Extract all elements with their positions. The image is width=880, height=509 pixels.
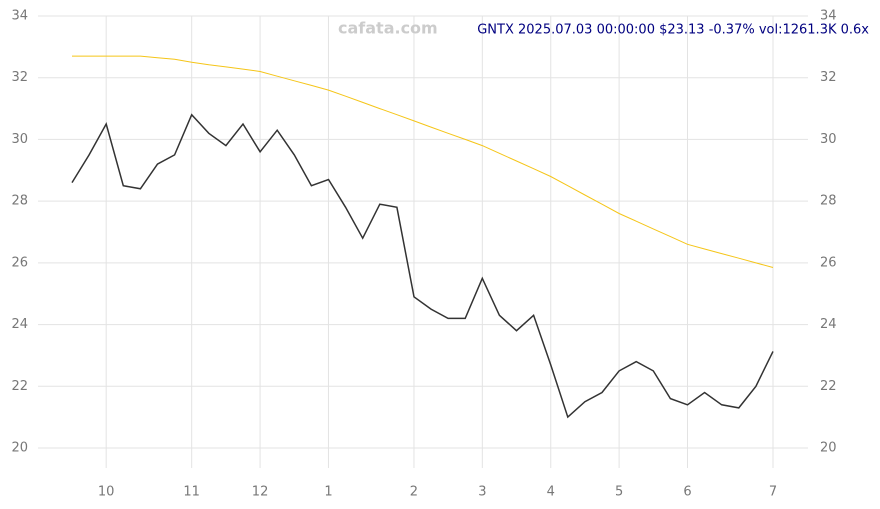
y-tick-label: 24 — [11, 317, 28, 332]
y-tick-label: 26 — [11, 255, 28, 270]
x-tick-label: 11 — [183, 485, 200, 500]
y-tick-label-right: 30 — [820, 132, 837, 147]
y-tick-label: 32 — [11, 70, 28, 85]
y-tick-label-right: 28 — [820, 194, 837, 209]
x-tick-label: 10 — [98, 485, 115, 500]
price-line — [72, 55, 774, 268]
x-tick-label: 4 — [547, 485, 555, 500]
x-tick-label: 6 — [683, 485, 691, 500]
y-tick-label: 30 — [11, 132, 28, 147]
y-tick-label-right: 34 — [820, 9, 837, 24]
y-tick-label-right: 26 — [820, 255, 837, 270]
y-tick-label-right: 24 — [820, 317, 837, 332]
x-tick-label: 1 — [324, 485, 332, 500]
x-tick-label: 2 — [410, 485, 418, 500]
y-tick-label: 22 — [11, 379, 28, 394]
y-tick-label: 34 — [11, 9, 28, 24]
y-tick-label-right: 32 — [820, 70, 837, 85]
chart-title: GNTX 2025.07.03 00:00:00 $23.13 -0.37% v… — [477, 23, 869, 38]
x-tick-label: 7 — [769, 485, 777, 500]
x-tick-label: 12 — [252, 485, 269, 500]
price-line — [71, 113, 774, 419]
y-tick-label: 20 — [11, 441, 28, 456]
y-tick-label-right: 22 — [820, 379, 837, 394]
y-tick-label-right: 20 — [820, 441, 837, 456]
x-tick-label: 5 — [615, 485, 623, 500]
x-tick-label: 3 — [478, 485, 486, 500]
watermark: cafata.com — [338, 19, 438, 38]
y-tick-label: 28 — [11, 194, 28, 209]
